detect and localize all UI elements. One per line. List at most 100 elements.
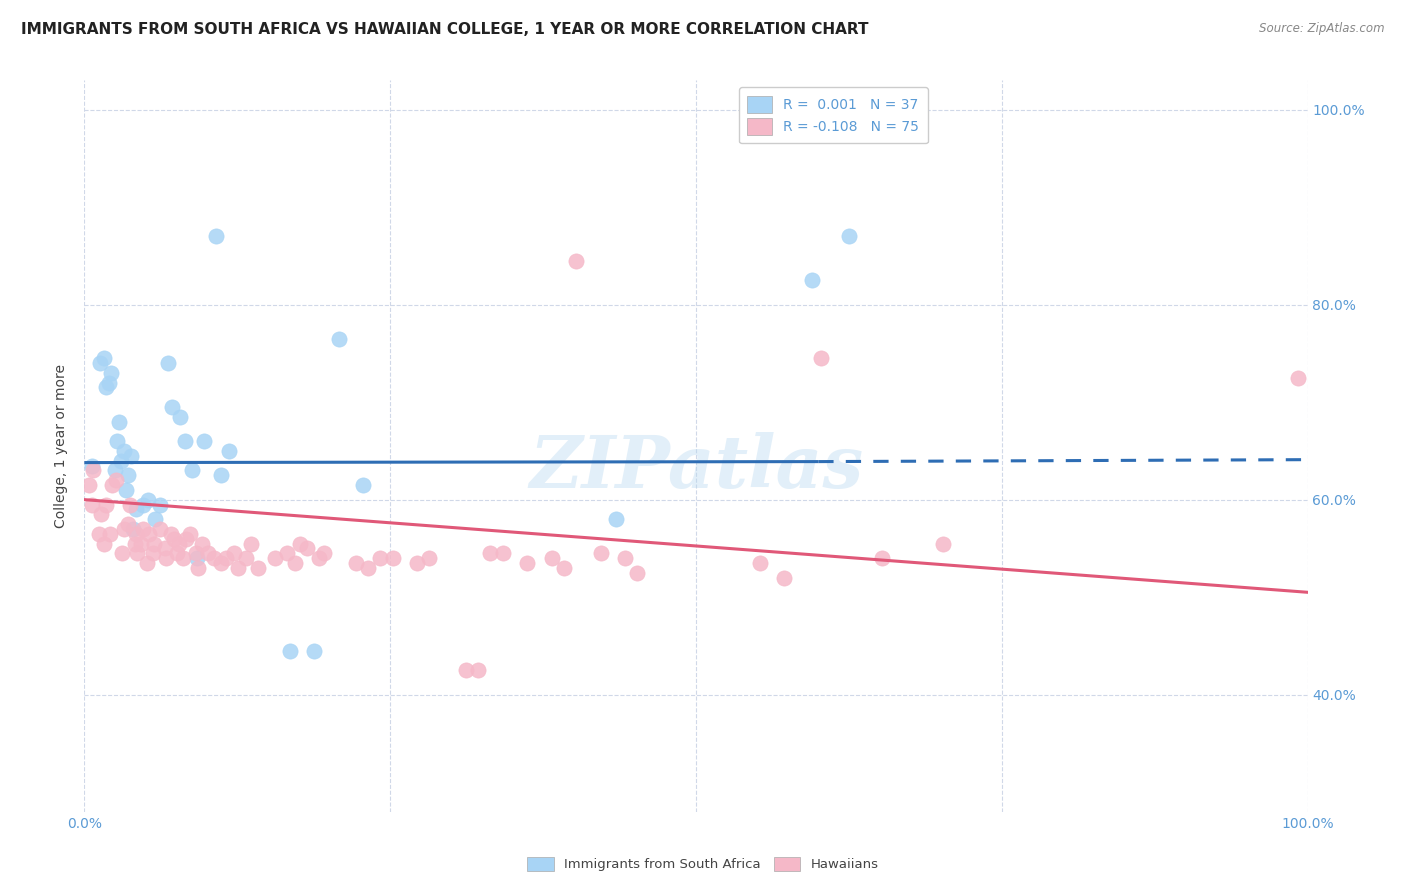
- Point: [125, 502, 148, 516]
- Legend: Immigrants from South Africa, Hawaiians: Immigrants from South Africa, Hawaiians: [522, 852, 884, 877]
- Point: [107, 415, 129, 429]
- Point: [589, 546, 612, 560]
- Point: [235, 551, 257, 566]
- Point: [626, 566, 648, 580]
- Point: [98, 526, 121, 541]
- Point: [418, 551, 440, 566]
- Point: [115, 483, 138, 497]
- Point: [89, 356, 111, 370]
- Point: [278, 644, 301, 658]
- Legend: R =  0.001   N = 37, R = -0.108   N = 75: R = 0.001 N = 37, R = -0.108 N = 75: [740, 87, 928, 144]
- Point: [132, 498, 155, 512]
- Point: [135, 556, 157, 570]
- Point: [172, 551, 194, 566]
- Point: [352, 478, 374, 492]
- Point: [105, 434, 128, 449]
- Point: [614, 551, 637, 566]
- Point: [197, 546, 219, 560]
- Point: [209, 556, 232, 570]
- Point: [308, 551, 330, 566]
- Point: [129, 536, 152, 550]
- Point: [1286, 370, 1309, 384]
- Point: [162, 400, 184, 414]
- Point: [136, 492, 159, 507]
- Point: [80, 498, 103, 512]
- Text: ZIPatlas: ZIPatlas: [529, 433, 863, 503]
- Point: [120, 449, 142, 463]
- Point: [166, 546, 188, 560]
- Point: [138, 526, 160, 541]
- Point: [184, 546, 207, 560]
- Point: [97, 376, 120, 390]
- Point: [105, 473, 128, 487]
- Point: [96, 380, 118, 394]
- Point: [276, 546, 298, 560]
- Point: [215, 551, 238, 566]
- Point: [167, 536, 190, 550]
- Point: [288, 536, 311, 550]
- Point: [160, 526, 183, 541]
- Text: IMMIGRANTS FROM SOUTH AFRICA VS HAWAIIAN COLLEGE, 1 YEAR OR MORE CORRELATION CHA: IMMIGRANTS FROM SOUTH AFRICA VS HAWAIIAN…: [21, 22, 869, 37]
- Point: [264, 551, 287, 566]
- Point: [314, 546, 336, 560]
- Point: [163, 532, 186, 546]
- Point: [149, 498, 172, 512]
- Point: [454, 663, 477, 677]
- Point: [870, 551, 893, 566]
- Point: [191, 536, 214, 550]
- Point: [218, 443, 240, 458]
- Point: [117, 468, 139, 483]
- Point: [112, 522, 135, 536]
- Point: [110, 453, 132, 467]
- Point: [143, 536, 166, 550]
- Point: [100, 366, 122, 380]
- Point: [492, 546, 515, 560]
- Point: [357, 561, 380, 575]
- Point: [118, 498, 141, 512]
- Point: [748, 556, 770, 570]
- Point: [90, 508, 112, 522]
- Text: Source: ZipAtlas.com: Source: ZipAtlas.com: [1260, 22, 1385, 36]
- Point: [87, 526, 110, 541]
- Point: [169, 409, 191, 424]
- Point: [155, 551, 177, 566]
- Point: [80, 458, 103, 473]
- Point: [467, 663, 489, 677]
- Point: [239, 536, 262, 550]
- Point: [93, 536, 115, 550]
- Y-axis label: College, 1 year or more: College, 1 year or more: [55, 364, 69, 528]
- Point: [605, 512, 627, 526]
- Point: [516, 556, 538, 570]
- Point: [187, 561, 209, 575]
- Point: [193, 434, 215, 449]
- Point: [122, 522, 145, 536]
- Point: [228, 561, 250, 575]
- Point: [304, 644, 326, 658]
- Point: [112, 443, 135, 458]
- Point: [247, 561, 270, 575]
- Point: [565, 253, 588, 268]
- Point: [93, 351, 115, 366]
- Point: [143, 512, 166, 526]
- Point: [179, 526, 201, 541]
- Point: [773, 571, 796, 585]
- Point: [173, 434, 195, 449]
- Point: [295, 541, 318, 556]
- Point: [381, 551, 404, 566]
- Point: [96, 498, 118, 512]
- Point: [222, 546, 245, 560]
- Point: [104, 463, 127, 477]
- Point: [181, 463, 204, 477]
- Point: [149, 522, 172, 536]
- Point: [111, 546, 134, 560]
- Point: [932, 536, 955, 550]
- Point: [117, 516, 139, 531]
- Point: [205, 229, 228, 244]
- Point: [174, 532, 197, 546]
- Point: [132, 522, 155, 536]
- Point: [810, 351, 832, 366]
- Point: [125, 546, 148, 560]
- Point: [186, 551, 208, 566]
- Point: [124, 536, 146, 550]
- Point: [553, 561, 575, 575]
